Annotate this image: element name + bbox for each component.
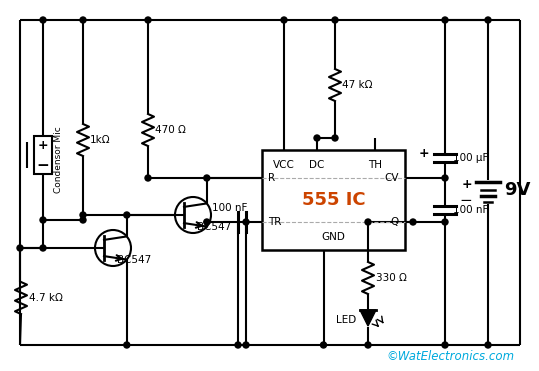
Text: 100 nF: 100 nF bbox=[212, 203, 247, 213]
Text: Q: Q bbox=[391, 217, 399, 227]
Text: −: − bbox=[37, 158, 50, 173]
Text: 47 kΩ: 47 kΩ bbox=[342, 80, 372, 90]
Circle shape bbox=[410, 219, 416, 225]
Circle shape bbox=[17, 245, 23, 251]
Circle shape bbox=[235, 342, 241, 348]
Text: +: + bbox=[461, 177, 472, 190]
Text: 1kΩ: 1kΩ bbox=[90, 135, 110, 145]
Text: −: − bbox=[459, 193, 472, 207]
Text: 555 IC: 555 IC bbox=[302, 191, 365, 209]
Circle shape bbox=[243, 342, 249, 348]
Circle shape bbox=[365, 342, 371, 348]
Circle shape bbox=[80, 17, 86, 23]
Circle shape bbox=[442, 175, 448, 181]
Text: DC: DC bbox=[309, 160, 324, 170]
Bar bbox=[34, 136, 52, 174]
Circle shape bbox=[321, 342, 327, 348]
Circle shape bbox=[281, 17, 287, 23]
Text: 9V: 9V bbox=[504, 181, 530, 199]
Circle shape bbox=[40, 245, 46, 251]
Circle shape bbox=[485, 342, 491, 348]
Circle shape bbox=[204, 219, 210, 225]
Circle shape bbox=[40, 217, 46, 223]
Text: +: + bbox=[38, 138, 49, 151]
Text: 100 nF: 100 nF bbox=[453, 205, 488, 215]
Text: ©WatElectronics.com: ©WatElectronics.com bbox=[387, 350, 515, 363]
Circle shape bbox=[365, 219, 371, 225]
Text: VCC: VCC bbox=[273, 160, 295, 170]
Text: 4.7 kΩ: 4.7 kΩ bbox=[29, 293, 63, 303]
Text: BC547: BC547 bbox=[197, 222, 231, 232]
Text: CV: CV bbox=[384, 173, 399, 183]
Text: 100 μF: 100 μF bbox=[453, 153, 488, 163]
Circle shape bbox=[442, 17, 448, 23]
Text: TR: TR bbox=[268, 217, 281, 227]
Text: TH: TH bbox=[368, 160, 382, 170]
Circle shape bbox=[485, 17, 491, 23]
Circle shape bbox=[314, 135, 320, 141]
Text: Condensor Mic: Condensor Mic bbox=[54, 127, 63, 193]
Circle shape bbox=[124, 212, 130, 218]
Text: +: + bbox=[418, 147, 429, 160]
Bar bbox=[262, 150, 405, 250]
Text: 330 Ω: 330 Ω bbox=[376, 273, 407, 283]
Circle shape bbox=[204, 175, 210, 181]
Circle shape bbox=[243, 219, 249, 225]
Polygon shape bbox=[360, 310, 376, 326]
Circle shape bbox=[80, 212, 86, 218]
Text: R: R bbox=[268, 173, 275, 183]
Circle shape bbox=[442, 219, 448, 225]
Circle shape bbox=[40, 17, 46, 23]
Text: BC547: BC547 bbox=[117, 255, 151, 265]
Circle shape bbox=[442, 342, 448, 348]
Text: 470 Ω: 470 Ω bbox=[155, 125, 186, 135]
Text: LED: LED bbox=[336, 315, 356, 325]
Circle shape bbox=[332, 135, 338, 141]
Circle shape bbox=[80, 217, 86, 223]
Circle shape bbox=[145, 17, 151, 23]
Circle shape bbox=[145, 175, 151, 181]
Circle shape bbox=[332, 17, 338, 23]
Circle shape bbox=[124, 342, 130, 348]
Text: GND: GND bbox=[322, 232, 345, 242]
